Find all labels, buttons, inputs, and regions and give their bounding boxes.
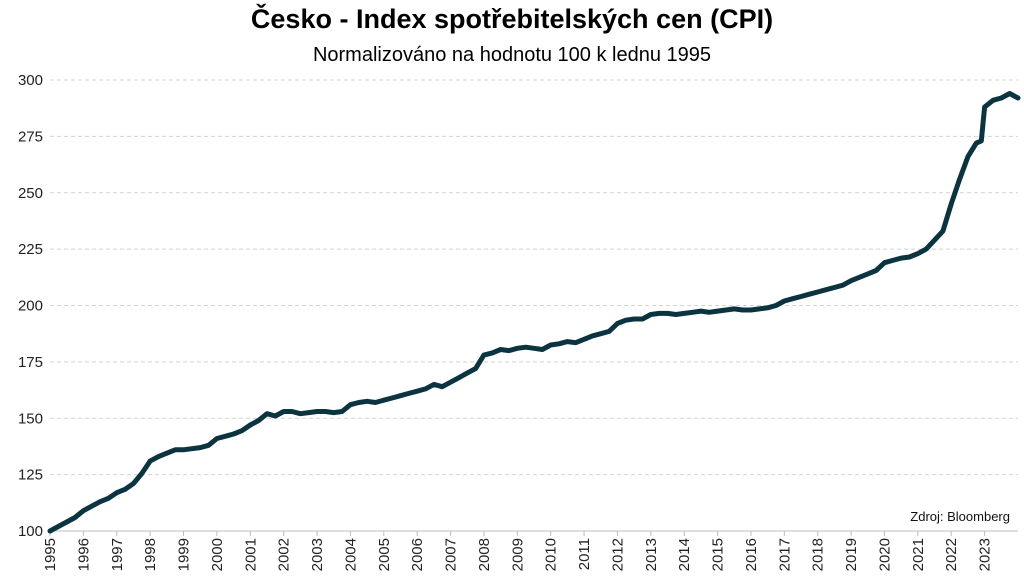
y-axis-ticks: 100 125 150 175 200 225 250 275 300 xyxy=(18,72,43,540)
x-tick-label: 2005 xyxy=(376,538,393,571)
x-tick-label: 2023 xyxy=(977,538,994,571)
x-tick-label: 2002 xyxy=(276,538,293,571)
x-tick-label: 1996 xyxy=(75,538,92,571)
y-tick-label: 250 xyxy=(18,185,43,202)
x-tick-label: 2004 xyxy=(342,538,359,571)
x-tick-label: 2011 xyxy=(576,538,593,570)
x-tick-label: 2014 xyxy=(676,538,693,571)
x-tick-label: 2022 xyxy=(943,538,960,571)
x-tick-label: 2010 xyxy=(543,538,560,571)
x-tick-label: 2000 xyxy=(209,538,226,571)
chart-subtitle: Normalizováno na hodnotu 100 k lednu 199… xyxy=(312,44,712,66)
x-tick-label: 2006 xyxy=(409,538,426,571)
y-tick-label: 125 xyxy=(18,467,43,484)
x-tick-label: 2009 xyxy=(509,538,526,571)
cpi-series-line xyxy=(47,91,1021,534)
y-tick-label: 275 xyxy=(18,128,43,145)
x-tick-label: 1995 xyxy=(42,538,59,571)
x-tick-label: 2019 xyxy=(843,538,860,571)
gridlines xyxy=(50,79,1018,476)
x-tick-label: 2012 xyxy=(609,538,626,571)
y-tick-label: 200 xyxy=(18,298,43,315)
y-tick-label: 175 xyxy=(18,354,43,371)
x-tick-label: 2007 xyxy=(443,538,460,571)
x-tick-label: 1997 xyxy=(109,538,126,571)
x-tick-label: 2017 xyxy=(776,538,793,571)
x-tick-label: 2020 xyxy=(876,538,893,571)
x-tick-label: 2013 xyxy=(643,538,660,571)
x-axis-ticks: 1995 1996 1997 1998 1999 2000 2001 2002 2003 2004… xyxy=(42,531,994,571)
y-tick-label: 300 xyxy=(18,72,43,89)
chart-title: Česko - Index spotřebitelských cen (CPI) xyxy=(250,4,774,34)
x-tick-label: 2016 xyxy=(743,538,760,571)
x-tick-label: 2001 xyxy=(242,538,259,571)
x-tick-label: 1998 xyxy=(142,538,159,571)
x-tick-label: 2021 xyxy=(910,538,927,571)
source-note: Zdroj: Bloomberg xyxy=(910,509,1010,524)
x-tick-label: 2003 xyxy=(309,538,326,571)
x-tick-label: 2008 xyxy=(476,538,493,571)
x-tick-label: 1999 xyxy=(176,538,193,571)
y-tick-label: 225 xyxy=(18,241,43,258)
y-tick-label: 150 xyxy=(18,410,43,427)
y-tick-label: 100 xyxy=(18,523,43,540)
x-tick-label: 2015 xyxy=(710,538,727,571)
x-tick-label: 2018 xyxy=(810,538,827,571)
